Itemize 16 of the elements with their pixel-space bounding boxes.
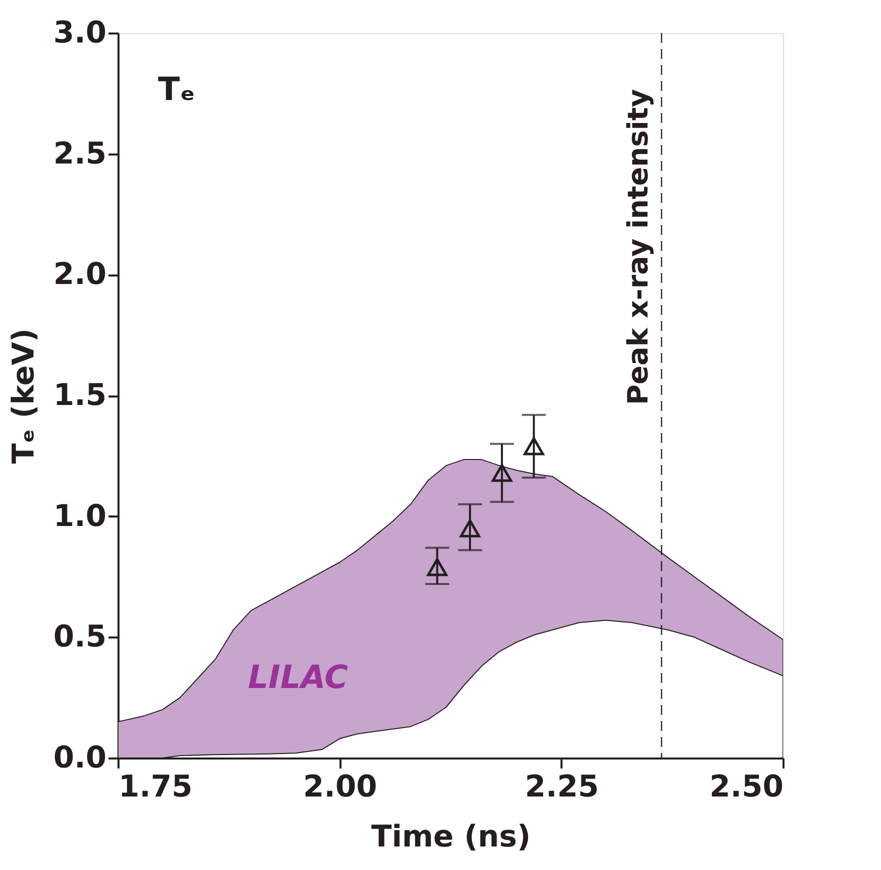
y-tick-label: 0.0 [53,740,106,776]
y-tick-label: 3.0 [53,16,106,50]
y-tick-label: 0.5 [53,620,106,655]
annotation: LILAC [248,658,348,696]
y-tick-label: 2.5 [53,136,106,172]
annotation: Tₑ [158,70,196,108]
x-tick-label: 1.75 [118,770,193,804]
y-axis-title: Tₑ (keV) [6,328,42,464]
y-tick-label: 2.0 [53,257,106,292]
x-tick-label: 2.25 [524,770,599,804]
x-axis-title: Time (ns) [371,820,531,854]
x-tick-label: 2.00 [303,770,378,804]
y-tick-label: 1.0 [53,498,106,534]
ref-line-label: Peak x-ray intensity [622,89,655,406]
y-tick-label: 1.5 [53,378,106,413]
x-tick-label: 2.50 [709,770,784,804]
